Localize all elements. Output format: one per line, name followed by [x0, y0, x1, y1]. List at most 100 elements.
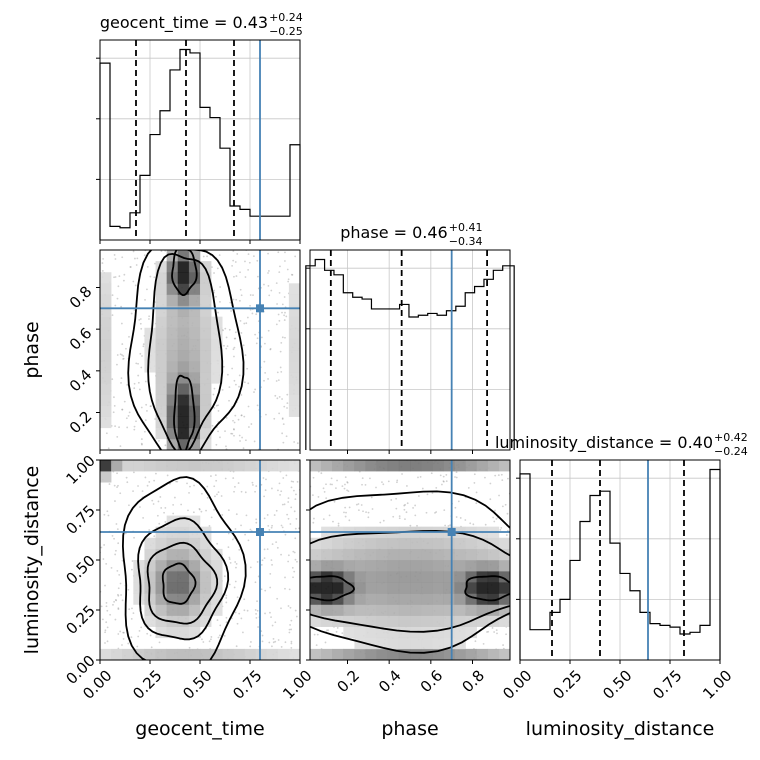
scatter-point [293, 570, 296, 573]
scatter-point [240, 524, 242, 527]
density-cell [177, 438, 190, 450]
density-cell [200, 316, 212, 329]
scatter-point [114, 425, 117, 428]
scatter-point [220, 495, 223, 497]
scatter-point [116, 528, 119, 531]
density-cell [155, 327, 167, 340]
scatter-point [121, 559, 124, 562]
scatter-point [160, 250, 163, 253]
scatter-point [256, 259, 259, 262]
density-cell [376, 582, 389, 594]
scatter-point [202, 641, 205, 643]
scatter-point [164, 506, 167, 509]
density-cell [188, 338, 201, 351]
density-cell [387, 615, 400, 627]
scatter-point [188, 491, 190, 494]
scatter-point [157, 500, 160, 503]
scatter-point [379, 521, 382, 524]
scatter-point [315, 644, 318, 647]
scatter-point [277, 639, 280, 641]
density-cell [155, 548, 167, 561]
scatter-point [290, 640, 293, 643]
scatter-point [249, 566, 252, 569]
density-cell [376, 537, 389, 550]
scatter-point [317, 496, 320, 498]
scatter-point [293, 551, 296, 554]
scatter-point [131, 607, 133, 610]
scatter-point [234, 337, 237, 340]
scatter-point [260, 588, 263, 591]
density-cell [421, 460, 433, 472]
density-cell [166, 593, 179, 605]
density-cell [365, 571, 377, 583]
density-cell [476, 582, 489, 594]
scatter-point [234, 580, 237, 583]
scatter-point [104, 631, 106, 634]
scatter-point [216, 267, 219, 270]
scatter-point [316, 633, 319, 636]
scatter-point [324, 641, 327, 644]
density-cell [200, 394, 212, 406]
density-cell [288, 372, 300, 384]
truth-marker [447, 528, 456, 536]
scatter-point [235, 562, 238, 565]
density-cell [487, 593, 500, 605]
scatter-point [215, 404, 218, 407]
scatter-point [227, 546, 230, 549]
scatter-point [103, 544, 106, 546]
density-cell [144, 604, 156, 616]
scatter-point [234, 561, 237, 563]
scatter-point [272, 637, 275, 640]
scatter-point [153, 276, 156, 279]
scatter-point [445, 473, 448, 476]
density-cell [498, 560, 510, 572]
scatter-point [322, 487, 325, 490]
density-cell [343, 648, 355, 660]
scatter-point [237, 482, 240, 484]
density-cell [200, 560, 212, 572]
scatter-point [261, 559, 264, 562]
scatter-point [121, 408, 124, 411]
density-cell [476, 537, 489, 550]
scatter-point [104, 629, 107, 632]
scatter-point [404, 503, 406, 506]
scatter-point [113, 276, 115, 279]
scatter-point [278, 319, 281, 322]
scatter-point [140, 438, 143, 440]
density-cell [398, 615, 411, 627]
density-cell [288, 350, 300, 362]
density-cell [321, 648, 333, 660]
scatter-point [290, 619, 293, 622]
scatter-point [279, 265, 281, 268]
scatter-point [151, 499, 154, 502]
density-cell [155, 338, 167, 351]
scatter-point [244, 439, 247, 442]
scatter-point [284, 641, 287, 644]
scatter-point [118, 426, 120, 429]
scatter-point [144, 380, 147, 383]
scatter-point [117, 594, 120, 597]
density-cell [144, 615, 156, 627]
density-cell [266, 460, 279, 472]
scatter-point [242, 344, 245, 347]
scatter-point [269, 586, 272, 589]
scatter-point [263, 495, 266, 498]
scatter-point [277, 489, 279, 492]
density-cell [465, 548, 477, 561]
scatter-point [254, 490, 256, 493]
scatter-point [284, 576, 286, 579]
scatter-point [274, 640, 277, 643]
density-cell [387, 582, 400, 594]
scatter-point [414, 514, 417, 517]
density-cell [100, 350, 112, 362]
density-cell [332, 648, 344, 660]
density-cell [177, 405, 190, 417]
density-cell [321, 548, 333, 561]
density-cell [454, 582, 466, 594]
density-cell [211, 648, 223, 660]
density-cell [155, 615, 167, 627]
scatter-point [325, 483, 327, 486]
density-cell [200, 305, 212, 317]
density-cell [465, 648, 477, 660]
scatter-point [293, 510, 296, 513]
